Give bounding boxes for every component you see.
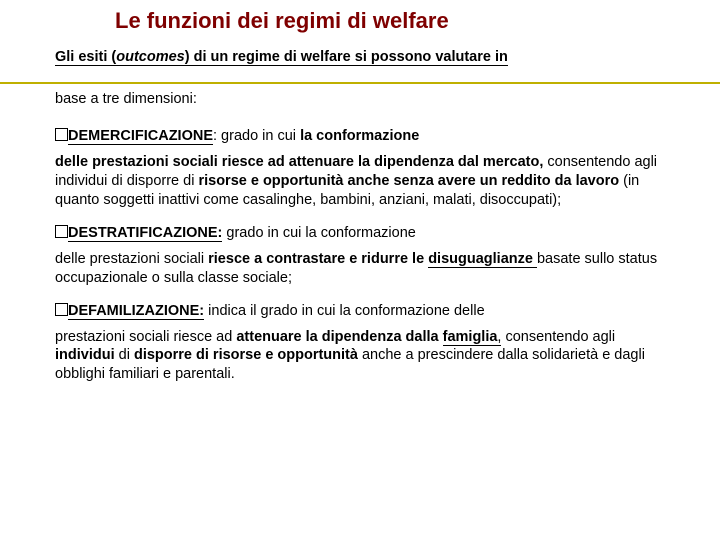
bullet-box-icon: [55, 225, 68, 238]
section-body-3: prestazioni sociali riesce ad attenuare …: [55, 328, 665, 385]
slide-title: Le funzioni dei regimi di welfare: [115, 8, 665, 34]
section-head-2: DESTRATIFICAZIONE: grado in cui la confo…: [55, 220, 665, 246]
section-head-1: DEMERCIFICAZIONE: grado in cui la confor…: [55, 123, 665, 149]
intro-line-2: base a tre dimensioni:: [55, 86, 665, 114]
section-body-2: delle prestazioni sociali riesce a contr…: [55, 250, 665, 288]
bullet-box-icon: [55, 128, 68, 141]
section-head-3: DEFAMILIZAZIONE: indica il grado in cui …: [55, 298, 665, 324]
section-body-1: delle prestazioni sociali riesce ad atte…: [55, 153, 665, 210]
bullet-box-icon: [55, 303, 68, 316]
intro-line-1: Gli esiti (outcomes) di un regime di wel…: [55, 44, 665, 72]
horizontal-rule: [0, 82, 720, 84]
